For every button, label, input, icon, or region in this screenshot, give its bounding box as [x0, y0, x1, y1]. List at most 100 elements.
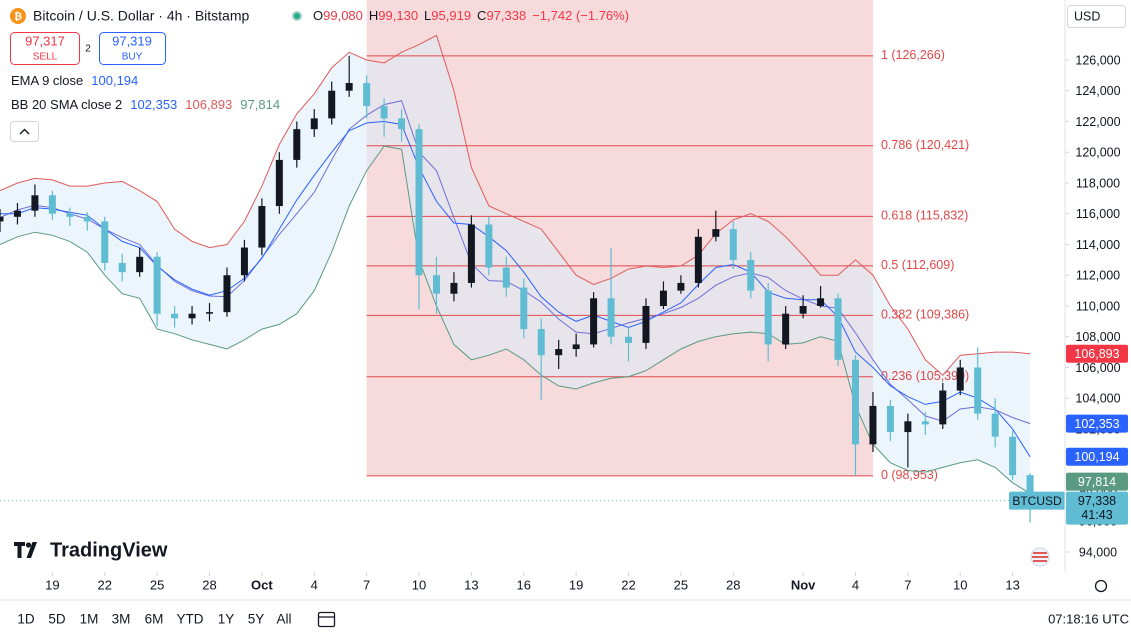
band-fill [768, 221, 786, 345]
sell-label[interactable]: SELL [33, 52, 58, 63]
x-tick-label: 7 [904, 577, 911, 592]
settings-icon[interactable] [1094, 579, 1108, 593]
band-fill [558, 252, 577, 390]
coin-icon [10, 8, 26, 24]
toolbar: 1D 5D 1M 3M 6M YTD 1Y 5Y All [17, 612, 291, 627]
calendar-icon[interactable] [317, 611, 336, 628]
indicator-name: BB 20 SMA close 2 [11, 97, 122, 112]
band-fill [942, 355, 961, 468]
band-fill [715, 219, 734, 337]
candle-body [659, 290, 667, 306]
candle-body [31, 195, 39, 211]
brand: TradingView [50, 539, 168, 561]
candle-body [293, 129, 301, 160]
indicator-value: 97,814 [240, 97, 280, 112]
candle-body [834, 298, 842, 360]
candle-body [939, 390, 947, 425]
band-fill [122, 181, 140, 299]
fib-label: 1 (126,266) [881, 48, 945, 62]
coin-icon-glyph: ₿ [14, 11, 22, 23]
candle-body [258, 206, 266, 248]
range-button[interactable]: 1Y [218, 612, 235, 627]
candle-body [380, 106, 388, 119]
price-tag-label: 97,814 [1078, 475, 1116, 489]
buy-button[interactable] [99, 32, 166, 65]
price-tag-label: 97,338 [1078, 494, 1116, 508]
band-fill [349, 52, 367, 207]
x-tick-label: 22 [621, 577, 635, 592]
price-tag-label: 102,353 [1074, 417, 1119, 431]
currency-button[interactable] [1067, 5, 1126, 28]
status-dot-core [294, 13, 300, 19]
band-fill [436, 35, 454, 345]
indicator-value: 102,353 [130, 97, 177, 112]
buy-price[interactable]: 97,319 [112, 33, 152, 48]
flag-stripes[interactable] [1032, 552, 1048, 562]
candle-body [537, 329, 545, 356]
band-fill [279, 113, 297, 325]
price-tag [1066, 491, 1128, 525]
candle-body [921, 421, 929, 425]
band-fill [541, 229, 559, 386]
candle-body [956, 367, 964, 391]
candle-body [904, 421, 912, 433]
collapse-icon[interactable] [19, 128, 30, 135]
candle-body [206, 312, 214, 314]
x-tick-label: 10 [953, 577, 967, 592]
candle-body [101, 221, 109, 263]
range-button[interactable]: 3M [112, 612, 131, 627]
candle-body [607, 298, 615, 337]
band-fill [576, 275, 594, 390]
band-fill [104, 181, 123, 294]
currency[interactable]: USD [1074, 9, 1100, 23]
range-button[interactable]: 1M [80, 612, 99, 627]
clock: 07:18:16 UTC [1048, 611, 1129, 626]
band-fill [69, 186, 88, 253]
band-fill [977, 352, 996, 468]
collapse-button[interactable] [10, 121, 39, 142]
y-tick-label: 120,000 [1075, 146, 1120, 160]
y-tick-label: 112,000 [1076, 269, 1120, 283]
indicator-name: EMA 9 close [11, 73, 83, 88]
candle-body [677, 282, 685, 291]
band-fill [838, 259, 856, 406]
range-button[interactable]: 5Y [248, 612, 265, 627]
y-tick-label: 104,000 [1075, 392, 1120, 406]
candle-body [83, 216, 91, 222]
sell-button[interactable] [10, 32, 80, 65]
range-button[interactable]: All [276, 612, 291, 627]
candle-body [817, 298, 825, 306]
range-button[interactable]: 5D [48, 612, 66, 627]
range-button[interactable]: 1D [17, 612, 35, 627]
range-button[interactable]: YTD [177, 612, 204, 627]
buy-label[interactable]: BUY [122, 52, 143, 63]
price-tag [1066, 447, 1128, 466]
band-fill [226, 221, 245, 350]
x-tick-label: 16 [517, 577, 531, 592]
ohlc-value: 99,130 [378, 8, 418, 23]
price-tag-label: 100,194 [1074, 450, 1119, 464]
range-button[interactable]: 6M [145, 612, 164, 627]
candle-body [764, 290, 772, 345]
y-tick-label: 118,000 [1076, 176, 1120, 190]
fib-label: 0.618 (115,832) [881, 209, 968, 223]
price-tag-label: 106,893 [1074, 347, 1119, 361]
brand-mark [14, 542, 37, 558]
band-fill [645, 266, 664, 371]
x-tick-label: 28 [202, 577, 216, 592]
band-fill [663, 266, 681, 360]
candle-body [747, 259, 755, 291]
band-fill [628, 266, 646, 377]
indicator-row: EMA 9 close 100,194 [11, 73, 138, 88]
x-tick-label: 4 [852, 577, 859, 592]
x-tick-label: 25 [674, 577, 688, 592]
band-fill [855, 259, 873, 445]
indicator-value: 100,194 [91, 73, 138, 88]
x-tick-label: 28 [726, 577, 740, 592]
band-fill [453, 90, 472, 360]
band-fill [384, 52, 402, 150]
sell-price[interactable]: 97,317 [25, 33, 65, 48]
candle-body [240, 247, 248, 276]
countdown: 41:43 [1081, 508, 1112, 522]
band-fill [157, 201, 175, 334]
